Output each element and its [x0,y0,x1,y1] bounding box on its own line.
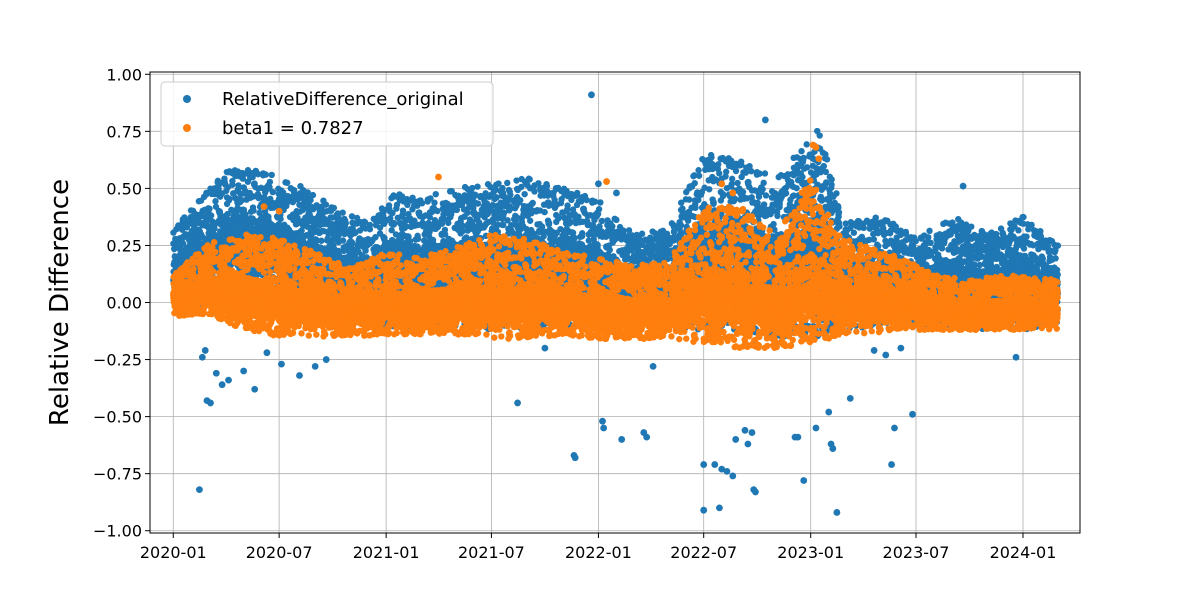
data-point [433,191,439,197]
data-point [331,205,337,211]
data-point [270,189,276,195]
data-point [339,209,345,215]
data-point [269,172,275,178]
data-point [419,200,425,206]
data-point [208,212,214,218]
data-point [474,183,480,189]
data-point [414,233,420,239]
data-point [206,206,212,212]
data-point [250,204,256,210]
data-point [407,238,413,244]
data-point [310,192,316,198]
data-point [349,240,355,246]
data-point [431,200,437,206]
data-point [263,171,269,177]
data-point [391,220,397,226]
data-point [226,196,232,202]
data-point [475,200,481,206]
data-points [170,91,1061,515]
data-point [267,179,273,185]
data-point [221,175,227,181]
data-point [400,207,406,213]
data-point [386,202,392,208]
data-point [323,201,329,207]
data-point [318,238,324,244]
data-point [212,198,218,204]
data-point [284,180,290,186]
data-point [343,220,349,226]
data-point [340,237,346,243]
data-point [367,226,373,232]
data-point [277,216,283,222]
data-point [242,211,248,217]
